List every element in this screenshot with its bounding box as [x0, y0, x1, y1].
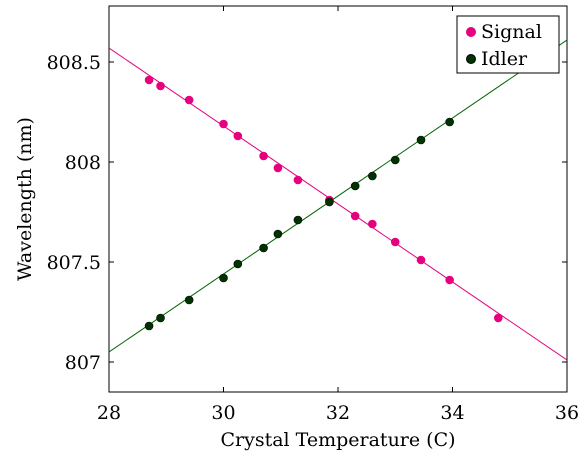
series-layer [109, 39, 567, 361]
data-point-idler [259, 243, 268, 253]
y-tick-label: 808.5 [47, 52, 101, 74]
fit-line-signal [109, 47, 567, 361]
legend-marker-idler [466, 54, 476, 64]
data-point-signal [219, 119, 228, 129]
legend-label-idler: Idler [481, 48, 528, 70]
data-point-signal [368, 219, 377, 229]
data-point-signal [445, 275, 454, 285]
x-axis-title: Crystal Temperature (C) [220, 429, 455, 451]
data-point-idler [273, 229, 283, 239]
data-point-idler [416, 135, 426, 145]
data-point-idler [219, 273, 228, 283]
data-point-idler [184, 295, 194, 305]
y-tick-label: 807.5 [47, 252, 101, 274]
y-axis-ticks: 807 807.5 808 808.5 [47, 52, 567, 374]
y-tick-label: 807 [65, 352, 101, 374]
data-point-idler [390, 155, 400, 165]
x-axis-ticks: 28 30 32 34 36 [97, 6, 579, 424]
series-signal [109, 47, 567, 361]
x-tick-label: 28 [97, 402, 121, 424]
data-point-signal [259, 151, 268, 161]
y-axis-title: Wavelength (nm) [14, 117, 36, 281]
legend-marker-signal [466, 27, 476, 37]
data-point-idler [368, 171, 377, 181]
data-point-idler [445, 117, 454, 127]
data-point-signal [233, 131, 243, 141]
legend: Signal Idler [456, 15, 560, 74]
x-tick-label: 36 [555, 402, 579, 424]
data-point-idler [144, 321, 154, 331]
y-tick-label: 808 [65, 152, 101, 174]
fit-line-idler [109, 39, 567, 353]
legend-label-signal: Signal [481, 21, 542, 43]
data-point-signal [184, 95, 194, 105]
data-point-signal [493, 313, 503, 323]
data-point-idler [293, 215, 303, 225]
data-point-idler [233, 259, 243, 269]
data-point-signal [293, 175, 303, 185]
x-tick-label: 32 [326, 402, 350, 424]
data-point-idler [350, 181, 360, 191]
data-point-signal [156, 81, 165, 91]
data-point-signal [144, 75, 154, 85]
data-point-signal [416, 255, 426, 265]
legend-box [456, 15, 560, 74]
x-tick-label: 30 [211, 402, 235, 424]
series-idler [109, 39, 567, 353]
data-point-signal [350, 211, 360, 221]
data-point-signal [390, 237, 400, 247]
data-point-signal [273, 163, 283, 173]
data-point-idler [325, 197, 334, 207]
data-point-idler [156, 313, 165, 323]
x-tick-label: 34 [440, 402, 464, 424]
